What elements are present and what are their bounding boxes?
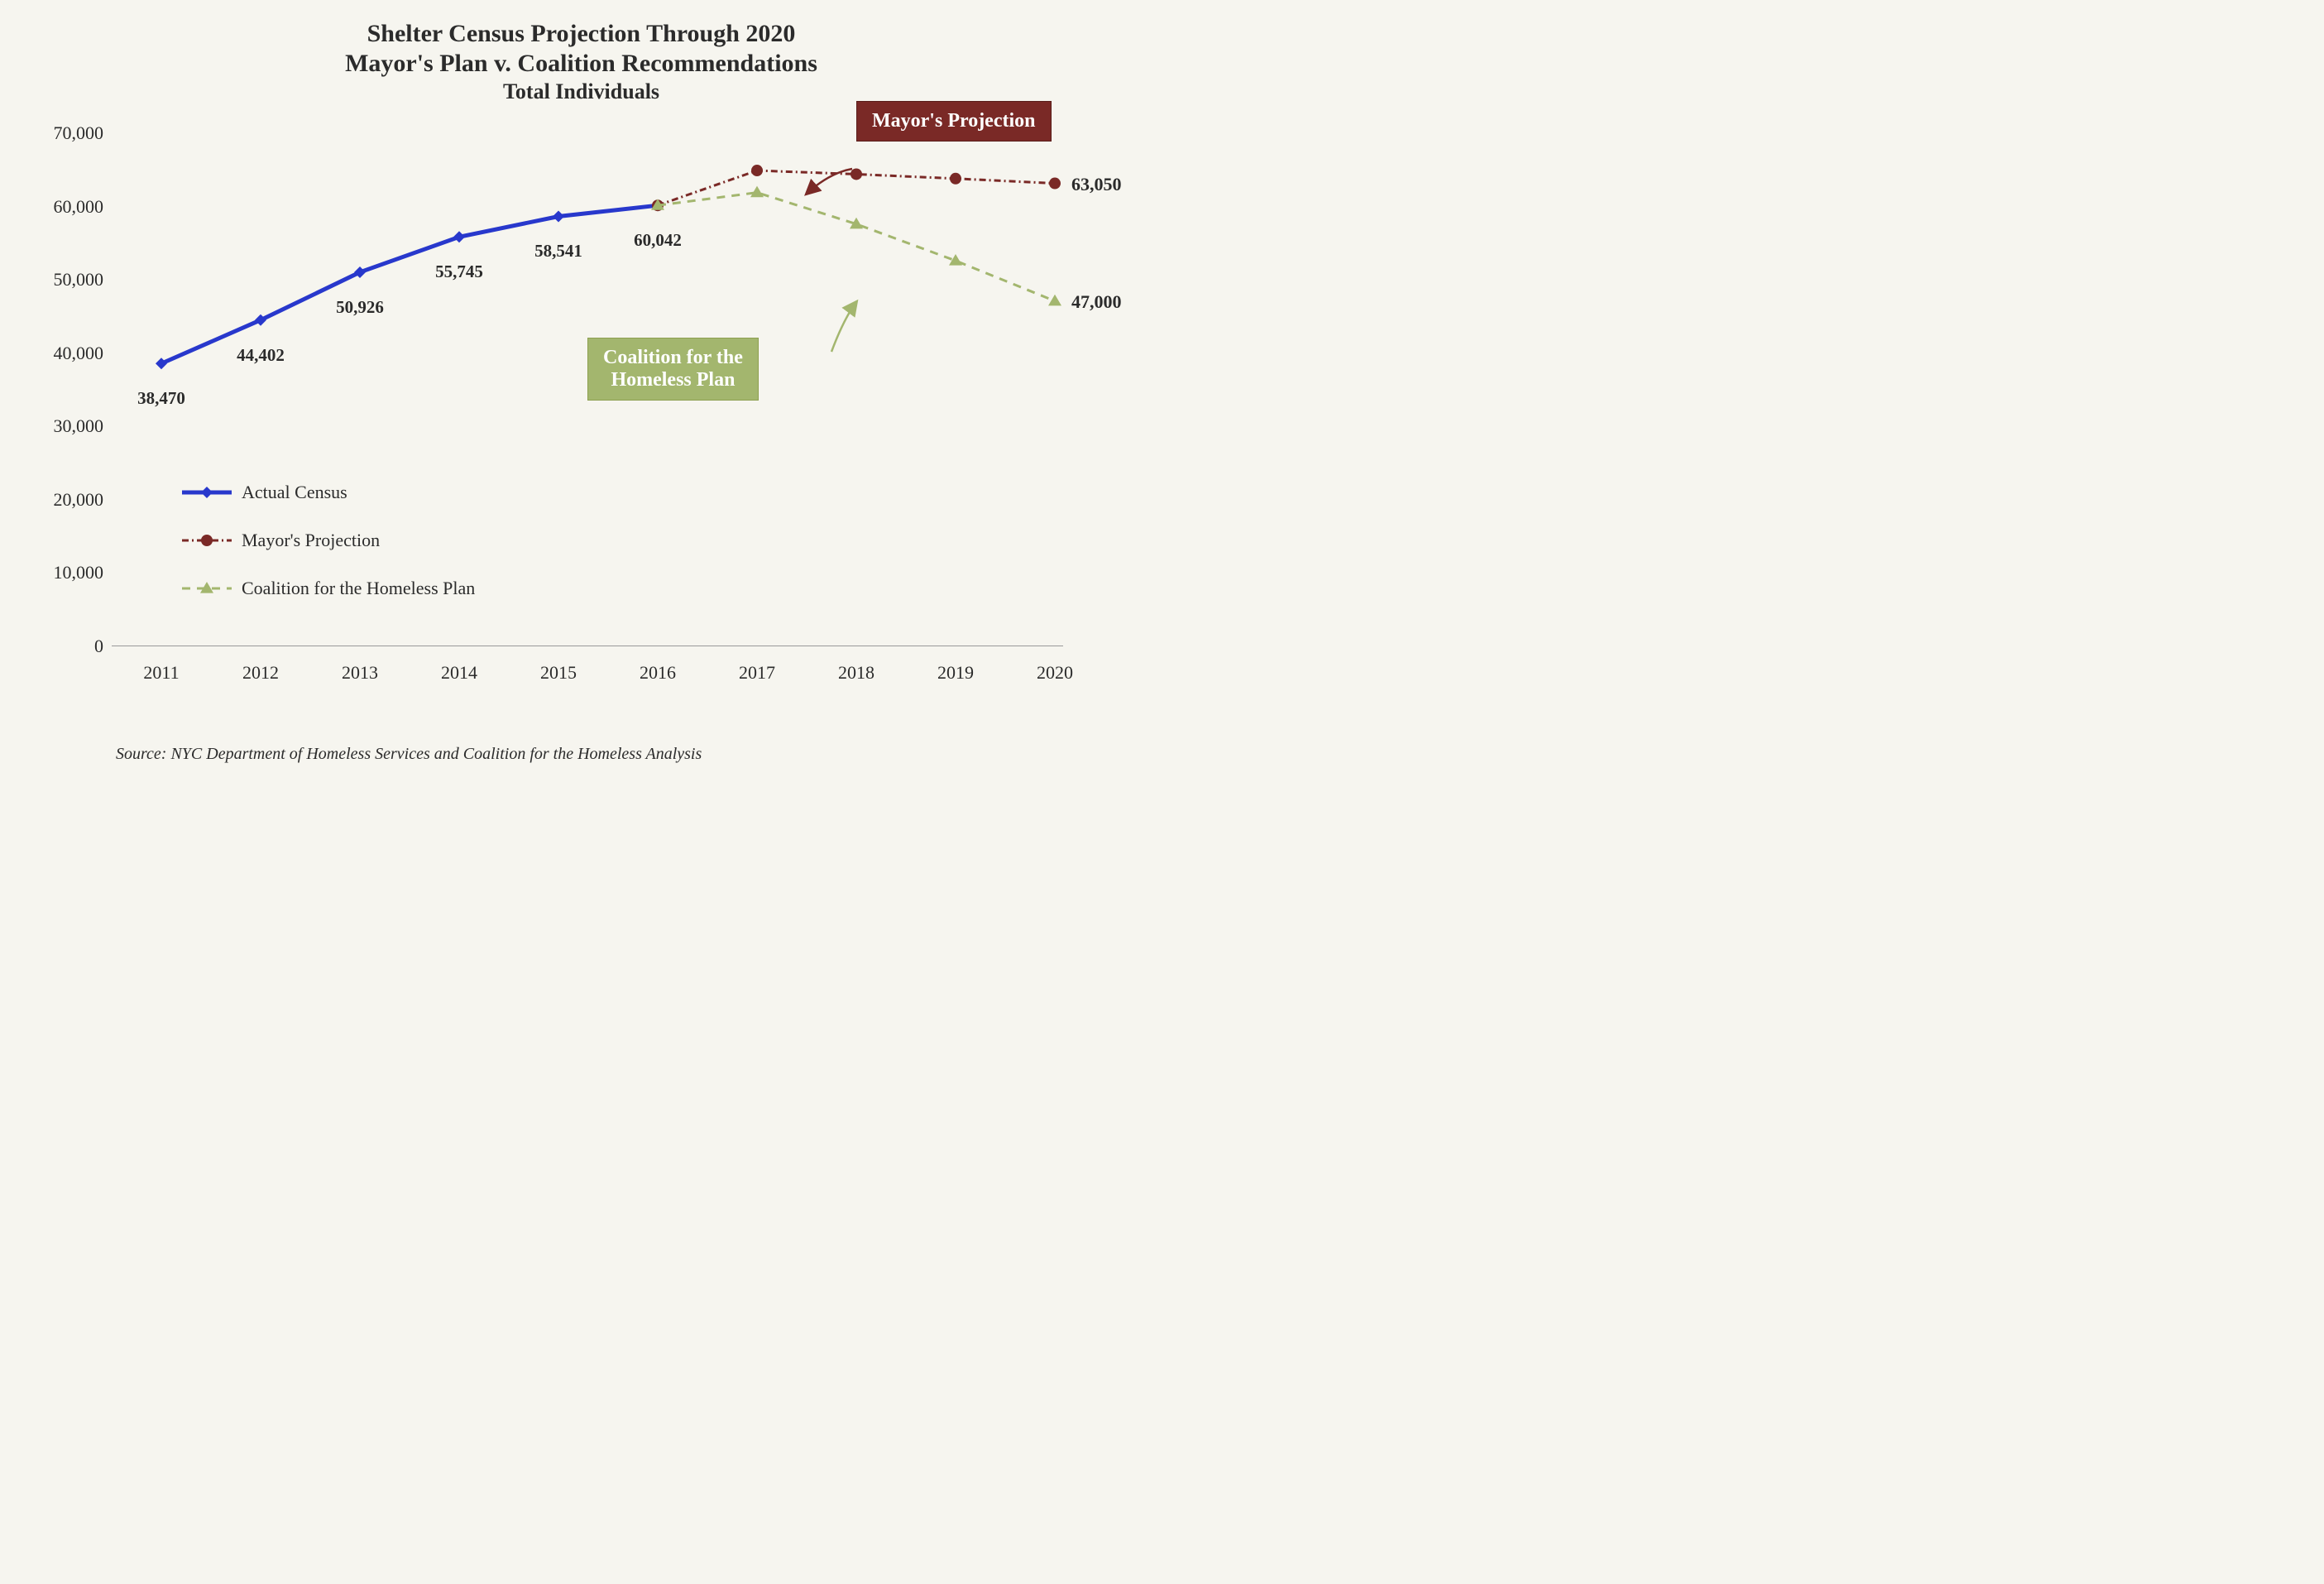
y-tick-label: 0 — [94, 636, 103, 657]
x-tick-label: 2017 — [739, 662, 775, 684]
y-tick-label: 40,000 — [54, 343, 104, 364]
legend-item-mayor: Mayor's Projection — [182, 530, 380, 551]
legend-label: Coalition for the Homeless Plan — [242, 578, 475, 599]
legend-label: Actual Census — [242, 482, 347, 503]
series-marker-mayor — [751, 165, 763, 176]
legend-swatch — [182, 578, 232, 598]
callout-mayor: Mayor's Projection — [856, 101, 1052, 142]
legend-swatch — [182, 482, 232, 502]
legend-item-coalition: Coalition for the Homeless Plan — [182, 578, 475, 599]
x-tick-label: 2015 — [540, 662, 577, 684]
series-line-actual — [161, 205, 658, 363]
x-tick-label: 2012 — [242, 662, 279, 684]
data-label-actual: 55,745 — [435, 262, 483, 282]
data-label-actual: 58,541 — [534, 241, 582, 262]
callout-arrow — [807, 169, 852, 194]
series-marker-coalition — [750, 186, 764, 198]
y-tick-label: 10,000 — [54, 562, 104, 583]
callout-mayor-text: Mayor's Projection — [872, 110, 1036, 132]
x-tick-label: 2019 — [937, 662, 974, 684]
x-tick-label: 2013 — [342, 662, 378, 684]
callout-coalition-text1: Coalition for the — [603, 347, 743, 368]
legend-swatch — [182, 530, 232, 550]
callout-arrow — [831, 302, 856, 352]
chart-subtitle: Total Individuals — [503, 79, 659, 104]
data-label-actual: 50,926 — [336, 297, 384, 318]
series-marker-mayor — [1049, 178, 1061, 190]
series-marker-actual — [156, 358, 167, 369]
y-tick-label: 50,000 — [54, 269, 104, 290]
chart-title-line1: Shelter Census Projection Through 2020 — [367, 20, 796, 48]
data-label-actual: 44,402 — [237, 345, 285, 366]
y-tick-label: 70,000 — [54, 122, 104, 144]
data-label-actual: 60,042 — [634, 230, 682, 251]
series-marker-actual — [553, 210, 564, 222]
series-marker-actual — [453, 231, 465, 242]
series-marker-coalition — [1048, 295, 1061, 306]
y-tick-label: 60,000 — [54, 196, 104, 218]
callout-coalition: Coalition for the Homeless Plan — [587, 338, 759, 401]
legend-item-actual: Actual Census — [182, 482, 347, 503]
data-label-actual: 38,470 — [137, 388, 185, 409]
end-label-coalition: 47,000 — [1071, 291, 1122, 313]
x-tick-label: 2020 — [1037, 662, 1073, 684]
x-tick-label: 2018 — [838, 662, 874, 684]
x-tick-label: 2016 — [640, 662, 676, 684]
x-tick-label: 2014 — [441, 662, 477, 684]
callout-coalition-text2: Homeless Plan — [611, 369, 735, 391]
series-marker-mayor — [950, 173, 961, 185]
x-tick-label: 2011 — [143, 662, 179, 684]
chart-container: Shelter Census Projection Through 2020 M… — [0, 0, 1162, 792]
y-tick-label: 30,000 — [54, 415, 104, 437]
y-tick-label: 20,000 — [54, 489, 104, 511]
legend-label: Mayor's Projection — [242, 530, 380, 551]
series-line-coalition — [658, 193, 1055, 301]
end-label-mayor: 63,050 — [1071, 174, 1122, 195]
chart-title-line2: Mayor's Plan v. Coalition Recommendation… — [345, 50, 817, 78]
chart-source: Source: NYC Department of Homeless Servi… — [116, 745, 702, 764]
series-marker-mayor — [851, 168, 862, 180]
